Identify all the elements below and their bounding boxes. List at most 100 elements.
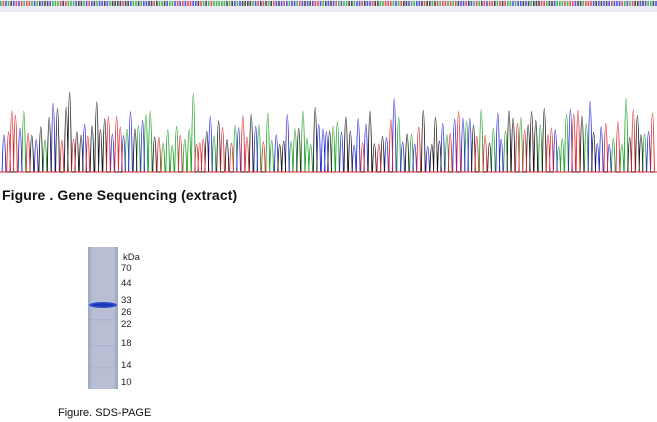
base-call-mark (304, 1, 306, 6)
base-call-mark (10, 1, 12, 6)
base-call-mark (104, 1, 106, 6)
base-call-mark (205, 1, 207, 6)
base-call-mark (218, 1, 220, 6)
base-call-mark (483, 1, 486, 6)
base-call-mark (283, 1, 285, 6)
base-call-mark (621, 1, 623, 6)
marker-label-26: 26 (121, 307, 132, 318)
base-call-mark (249, 1, 252, 6)
base-call-mark (613, 1, 616, 6)
base-call-mark (293, 1, 296, 6)
base-call-mark (475, 1, 478, 6)
base-call-mark (213, 1, 215, 6)
base-call-mark (587, 1, 590, 6)
base-call-mark (577, 1, 579, 6)
base-call-mark (239, 1, 241, 6)
base-call-mark (574, 1, 577, 6)
base-call-mark (296, 1, 298, 6)
base-call-mark (335, 1, 337, 6)
sds-page-gel-lane (88, 247, 118, 389)
base-call-mark (234, 1, 236, 6)
base-call-mark (244, 1, 246, 6)
base-call-mark (317, 1, 319, 6)
base-call-mark (197, 1, 200, 6)
base-call-mark (551, 1, 553, 6)
faint-band (90, 367, 116, 369)
base-call-mark (80, 1, 83, 6)
base-call-mark (590, 1, 592, 6)
base-call-mark (395, 1, 397, 6)
base-call-mark (270, 1, 272, 6)
protein-band-core (92, 303, 114, 307)
base-call-mark (210, 1, 213, 6)
base-call-mark (70, 1, 72, 6)
base-call-mark (595, 1, 597, 6)
base-call-mark (582, 1, 584, 6)
sequencing-chromatogram (0, 91, 657, 173)
base-call-mark (179, 1, 181, 6)
faint-band (90, 345, 116, 347)
base-call-mark (145, 1, 148, 6)
base-call-mark (117, 1, 119, 6)
base-call-mark (314, 1, 317, 6)
base-call-mark (343, 1, 345, 6)
base-call-mark (452, 1, 454, 6)
lane-background (88, 247, 118, 389)
base-call-mark (226, 1, 228, 6)
base-call-mark (426, 1, 428, 6)
base-call-mark (546, 1, 548, 6)
base-call-mark (291, 1, 293, 6)
base-call-mark (348, 1, 350, 6)
base-call-mark (325, 1, 327, 6)
base-call-mark (447, 1, 449, 6)
base-call-mark (566, 1, 569, 6)
base-call-mark (358, 1, 361, 6)
base-call-mark (548, 1, 551, 6)
base-call-mark (397, 1, 400, 6)
base-call-mark (405, 1, 408, 6)
base-call-mark (361, 1, 363, 6)
base-call-mark (629, 1, 631, 6)
base-call-mark (486, 1, 488, 6)
base-call-mark (75, 1, 77, 6)
base-call-mark (444, 1, 447, 6)
base-call-mark (564, 1, 566, 6)
base-call-mark (369, 1, 371, 6)
base-call-mark (275, 1, 278, 6)
base-call-mark (252, 1, 254, 6)
base-call-mark (135, 1, 137, 6)
base-call-mark (387, 1, 389, 6)
base-call-mark (618, 1, 621, 6)
base-call-mark (36, 1, 38, 6)
base-call-mark (299, 1, 301, 6)
base-call-mark (262, 1, 265, 6)
base-call-mark (161, 1, 163, 6)
base-call-mark (46, 1, 49, 6)
base-call-mark (122, 1, 124, 6)
base-call-mark (187, 1, 189, 6)
base-call-mark (379, 1, 382, 6)
base-call-mark (403, 1, 405, 6)
base-call-mark (488, 1, 491, 6)
base-call-mark (390, 1, 392, 6)
base-call-mark (540, 1, 543, 6)
base-call-mark (501, 1, 504, 6)
base-call-mark (0, 1, 2, 6)
base-call-mark (603, 1, 605, 6)
base-call-mark (585, 1, 587, 6)
base-call-mark (327, 1, 330, 6)
base-call-mark (514, 1, 517, 6)
base-call-mark (319, 1, 322, 6)
base-call-mark (247, 1, 249, 6)
trace-G (0, 91, 657, 173)
sds-page-figure-caption: Figure. SDS-PAGE (58, 407, 152, 419)
base-call-mark (543, 1, 545, 6)
base-call-mark (223, 1, 226, 6)
faint-band (90, 319, 116, 321)
base-call-mark (330, 1, 332, 6)
base-call-mark (392, 1, 395, 6)
base-call-mark (416, 1, 418, 6)
base-call-mark (44, 1, 46, 6)
base-call-mark (169, 1, 171, 6)
base-call-mark (176, 1, 179, 6)
